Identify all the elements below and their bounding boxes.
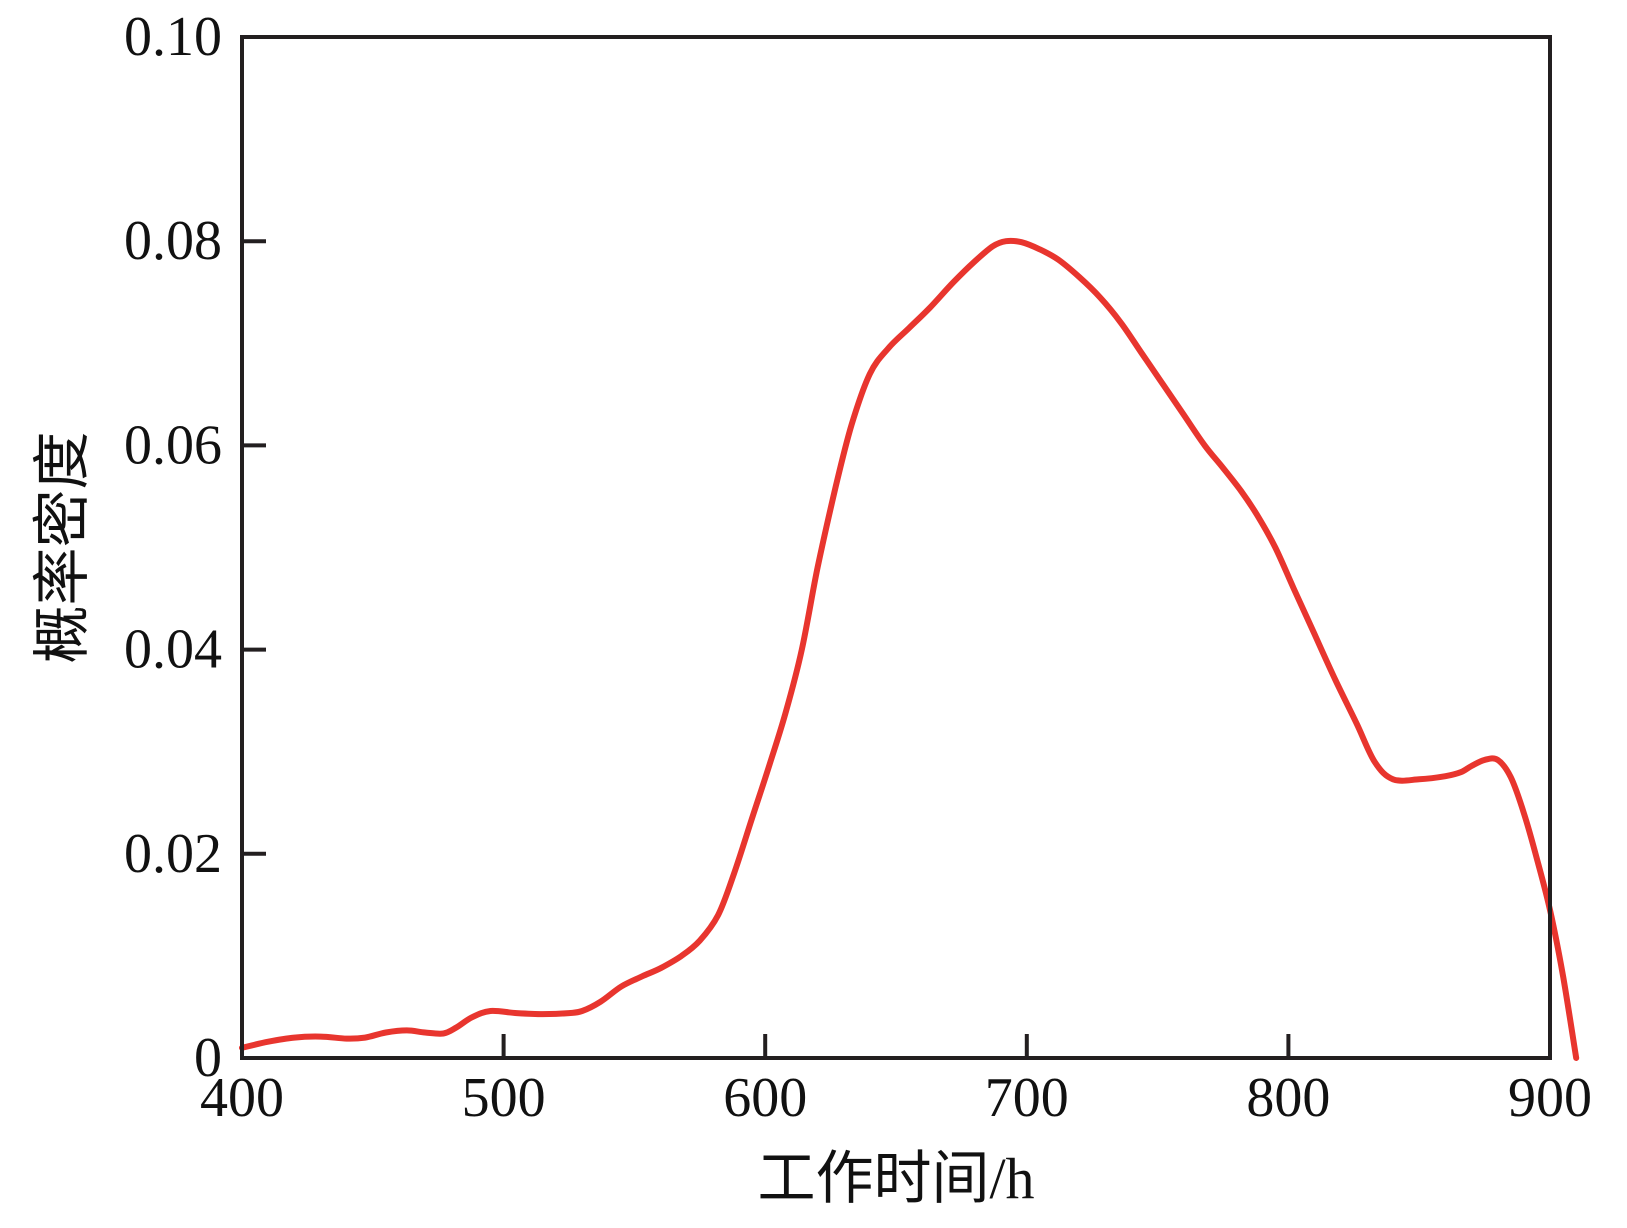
x-tick-label: 400 — [200, 1067, 284, 1129]
x-axis-title: 工作时间/h — [757, 1146, 1034, 1211]
x-tick-label: 600 — [723, 1067, 807, 1129]
x-tick-label: 800 — [1246, 1067, 1330, 1129]
y-tick-label: 0.02 — [124, 823, 222, 885]
ticks-layer: 400 500 600 700 800 900 0 0.02 0.04 0.06 0.08 0.10 — [124, 6, 1592, 1129]
y-axis-title: 概率密度 — [30, 431, 95, 663]
y-tick-label: 0.08 — [124, 210, 222, 272]
series-line — [239, 237, 1580, 1061]
y-tick-label: 0 — [194, 1027, 222, 1089]
y-tick-label: 0.10 — [124, 6, 222, 68]
plot-frame — [240, 35, 1552, 1060]
x-tick-label: 500 — [462, 1067, 546, 1129]
x-tick-label: 700 — [985, 1067, 1069, 1129]
y-tick-label: 0.04 — [124, 619, 222, 681]
y-tick-label: 0.06 — [124, 414, 222, 476]
x-tick-label: 900 — [1508, 1067, 1592, 1129]
